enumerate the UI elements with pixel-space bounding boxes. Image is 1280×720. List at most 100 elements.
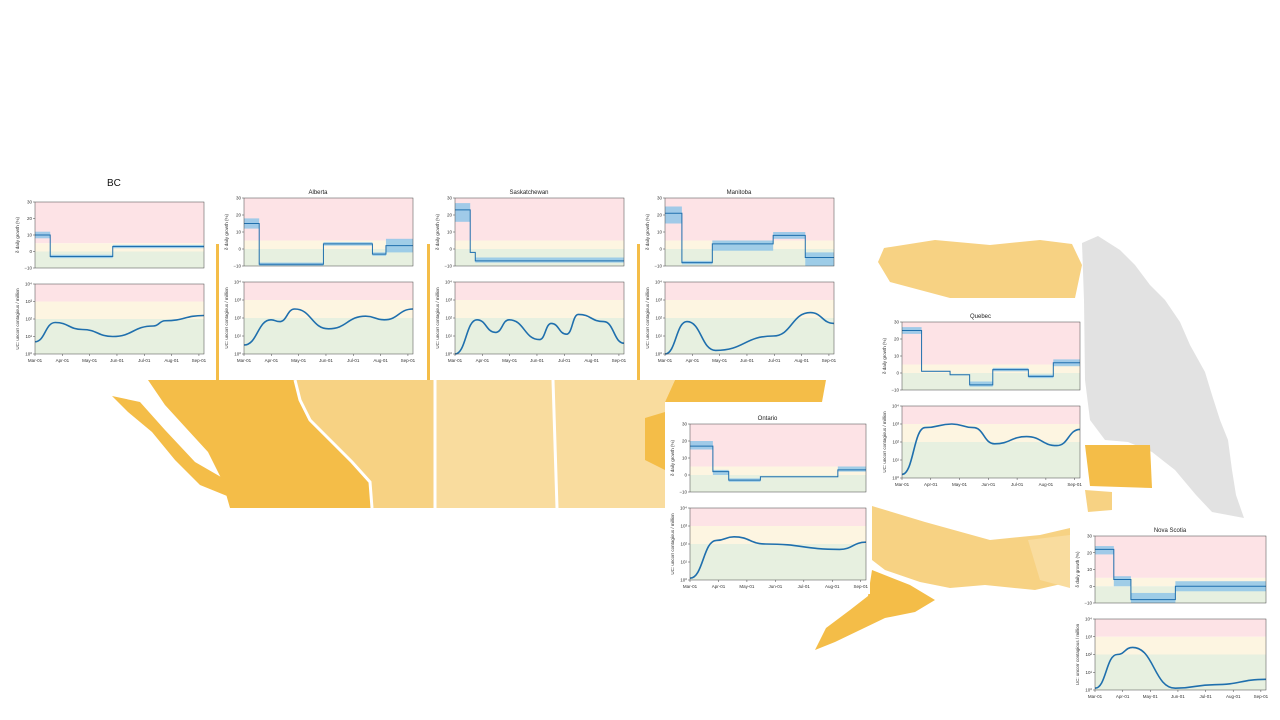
growth-zone-red <box>665 198 834 241</box>
cases-ytick-label: 10² <box>892 440 899 445</box>
cases-xtick-label: Apr-01 <box>265 358 279 363</box>
growth-ytick-label: 20 <box>682 439 688 444</box>
cases-ytick-label: 10³ <box>892 422 899 427</box>
map-region-quebec-south <box>1085 445 1152 488</box>
cases-xtick-label: Jul-01 <box>768 358 781 363</box>
cases-xtick-label: Mar-01 <box>683 584 698 589</box>
cases-line <box>901 423 1081 476</box>
cases-zone-yellow <box>244 300 413 318</box>
growth-uncertainty-band <box>969 381 993 387</box>
cases-ytick-label: 10³ <box>234 298 241 303</box>
cases-xtick-label: May-01 <box>952 482 968 487</box>
cases-ytick-label: 10⁴ <box>680 506 687 511</box>
growth-ytick-label: 20 <box>1087 550 1093 555</box>
chart-svg: Nova Scotia 30 20 10 0 −10 δ daily growth (%) 1… <box>1075 528 1269 699</box>
growth-zone-yellow <box>690 466 866 475</box>
growth-ytick-label: 0 <box>449 247 452 252</box>
cases-ylabel: UC: uncorr contagious / million <box>224 287 229 349</box>
cases-ytick-label: 10² <box>680 542 687 547</box>
chart-title: Ontario <box>758 416 778 422</box>
cases-ylabel: UC: uncorr contagious / million <box>670 513 675 575</box>
map-border <box>293 379 374 509</box>
growth-ytick-label: 20 <box>27 216 33 221</box>
growth-ytick-label: −10 <box>891 388 899 393</box>
map-region-bc-islands <box>112 396 240 498</box>
growth-zone-red <box>902 322 1080 365</box>
growth-zone-green <box>690 475 866 492</box>
cases-zone-green <box>244 318 413 354</box>
growth-ytick-label: 10 <box>236 230 242 235</box>
growth-line <box>35 234 204 257</box>
chart-title: Saskatchewan <box>509 190 548 196</box>
growth-zone-yellow <box>455 240 624 249</box>
cases-ytick-label: 10¹ <box>892 458 899 463</box>
growth-ylabel: δ daily growth (%) <box>224 213 229 250</box>
cases-ytick-label: 10⁰ <box>892 476 899 481</box>
cases-ytick-label: 10⁰ <box>680 578 687 583</box>
growth-uncertainty-band <box>665 206 682 224</box>
growth-ylabel: δ daily growth (%) <box>670 439 675 476</box>
cases-line <box>34 314 205 343</box>
growth-zone-red <box>1095 536 1266 578</box>
cases-xtick-label: Mar-01 <box>1088 694 1103 699</box>
chart-title-bc: BC <box>107 178 121 189</box>
cases-ytick-label: 10¹ <box>1085 670 1092 675</box>
growth-line <box>690 445 866 481</box>
map-region-saskatchewan <box>436 380 556 508</box>
connector-line <box>216 244 219 380</box>
chart-svg: Saskatchewan 30 20 10 0 −10 δ daily growth (%)… <box>435 190 627 363</box>
cases-ytick-label: 10³ <box>25 299 32 304</box>
growth-ytick-label: 20 <box>894 337 900 342</box>
cases-xtick-label: May-01 <box>291 358 307 363</box>
cases-xtick-label: Sep-01 <box>401 358 416 363</box>
map-border <box>551 379 559 509</box>
cases-zone-red <box>902 406 1080 424</box>
chart-svg: Alberta 30 20 10 0 −10 δ daily growth (%) 10⁴ 10… <box>224 190 416 363</box>
growth-ytick-label: 10 <box>894 354 900 359</box>
cases-xtick-label: Jul-01 <box>798 584 811 589</box>
growth-ytick-label: 0 <box>1089 584 1092 589</box>
growth-uncertainty-band <box>690 441 713 450</box>
cases-ytick-label: 10¹ <box>655 334 662 339</box>
cases-zone-yellow <box>1095 636 1266 655</box>
growth-ylabel: δ daily growth (%) <box>435 213 440 250</box>
cases-line <box>689 535 867 579</box>
cases-ylabel: UC: uncorr contagious / million <box>435 287 440 349</box>
chart-svg: Ontario 30 20 10 0 −10 δ daily growth (%) 10⁴ 10… <box>670 416 868 589</box>
growth-zone-red <box>690 424 866 467</box>
cases-xtick-label: Mar-01 <box>448 358 463 363</box>
cases-ylabel: UC: uncorr contagious / million <box>645 287 650 349</box>
map-region-nova-scotia-coast <box>1028 535 1070 588</box>
cases-xtick-label: Jun-01 <box>110 358 124 363</box>
cases-xtick-label: Apr-01 <box>1116 694 1130 699</box>
cases-xtick-label: Apr-01 <box>712 584 726 589</box>
cases-ytick-label: 10¹ <box>445 334 452 339</box>
cases-ytick-label: 10¹ <box>680 560 687 565</box>
cases-ytick-label: 10² <box>25 317 32 322</box>
growth-uncertainty-band <box>455 203 471 222</box>
cases-ytick-label: 10⁰ <box>25 352 32 357</box>
map-region-manitoba <box>554 380 675 508</box>
cases-ytick-label: 10¹ <box>25 334 32 339</box>
growth-ytick-label: 10 <box>447 230 453 235</box>
growth-ytick-label: −10 <box>444 264 452 269</box>
cases-xtick-label: Sep-01 <box>1067 482 1082 487</box>
growth-ytick-label: 10 <box>27 233 33 238</box>
growth-ytick-label: 0 <box>29 249 32 254</box>
map-region-alberta <box>295 380 434 508</box>
cases-zone-green <box>902 442 1080 478</box>
cases-xtick-label: Aug-01 <box>584 358 599 363</box>
growth-ytick-label: 30 <box>894 320 900 325</box>
growth-ylabel: δ daily growth (%) <box>15 216 20 253</box>
growth-ytick-label: −10 <box>24 266 32 271</box>
growth-line <box>1095 548 1266 601</box>
growth-uncertainty-band <box>1095 546 1114 555</box>
cases-xtick-label: Jul-01 <box>138 358 151 363</box>
growth-line <box>665 212 834 264</box>
cases-xtick-label: Jun-01 <box>768 584 782 589</box>
growth-ytick-label: 20 <box>447 213 453 218</box>
cases-xtick-label: Jun-01 <box>981 482 995 487</box>
growth-ytick-label: 20 <box>657 213 663 218</box>
cases-xtick-label: Jun-01 <box>740 358 754 363</box>
